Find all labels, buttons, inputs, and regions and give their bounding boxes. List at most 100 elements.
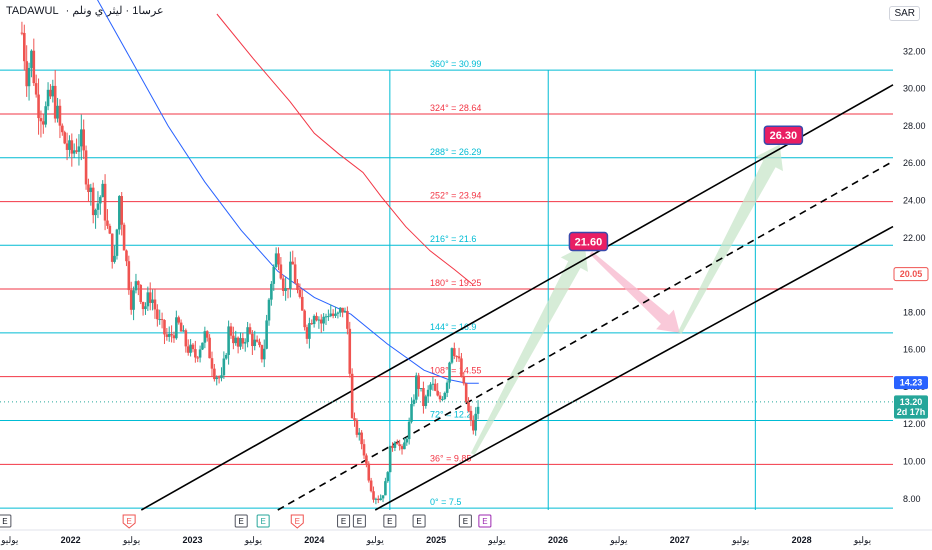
time-tick-label: يوليو [853,535,872,546]
time-tick-label: يوليو [244,535,263,546]
fib-level-label: 360° = 30.99 [430,59,481,69]
fib-level-label: 252° = 23.94 [430,191,481,201]
candle-body [241,338,245,344]
time-tick-label: 2028 [792,535,812,545]
event-marker-label: E [260,517,265,526]
price-tick-label: 28.00 [903,121,926,131]
currency-label[interactable]: SAR [889,6,920,21]
candle-body [156,309,159,320]
candle-body [338,307,342,313]
event-marker [122,514,136,529]
candle-body [44,106,47,125]
candle-body [379,498,382,501]
green-arrow [677,144,783,334]
candle-body [348,328,352,374]
time-tick-label: 2027 [670,535,690,545]
event-marker [256,514,270,528]
candle-body [191,344,195,350]
candle-body [108,225,112,234]
candle-body [68,140,71,150]
event-marker [478,514,492,528]
candle-body [443,392,447,400]
green-arrow [470,245,588,456]
candle-body [405,439,409,443]
candle-body [476,406,480,414]
candle-body [436,390,439,396]
event-marker [234,514,248,528]
event-marker-label: E [126,517,131,526]
candle-body [39,118,43,122]
candle-body [433,383,437,391]
time-tick-label: يوليو [0,535,19,546]
price-tag-box [894,395,928,409]
candle-body [63,132,66,144]
time-tick-label: يوليو [487,535,506,546]
event-marker [383,514,397,528]
time-tick-label: 2023 [182,535,202,545]
candle-body [274,253,278,267]
candle-body [298,289,302,297]
candle-body [289,261,292,289]
candle-body [322,316,325,324]
price-tag-box [893,267,929,282]
candle-body [262,348,266,360]
candle-body [153,299,157,310]
candle-body [103,183,107,221]
candle-body [248,327,252,334]
candle-body [329,313,333,317]
channel-lower-line [374,225,894,511]
candle-body [227,326,230,355]
candle-body [82,129,85,151]
price-tag-label: 14.23 [900,378,923,388]
candle-body [284,288,287,291]
price-tick-label: 10.00 [903,457,926,467]
time-tick-label: يوليو [122,535,141,546]
candle-body [369,480,373,492]
candle-body [215,377,219,380]
candle-body [96,203,100,210]
target-box [763,125,804,145]
price-tag-label: 13.20 [900,397,923,407]
event-marker-label: E [2,517,7,526]
candle-body [110,233,114,262]
candle-body [246,327,249,343]
candle-body [341,307,344,313]
time-tick-label: يوليو [731,535,750,546]
candle-body [70,140,74,154]
candle-body [127,261,131,291]
candle-body [132,290,135,310]
candle-body [336,312,340,314]
candle-body [417,375,420,389]
candle-body [400,446,404,450]
symbol-label[interactable]: TADAWUL [6,5,59,17]
candle-body [334,313,337,316]
candle-body [429,384,432,390]
candle-body [372,491,375,500]
candle-body [65,143,69,150]
candle-body [201,342,204,350]
candles [20,21,480,505]
time-axis[interactable]: يوليو 2022 يوليو 2023 يوليو 2024 يوليو 2025 يولي… [0,529,932,546]
channel-upper-line [140,84,894,511]
fib-level-label: 36° = 9.85 [430,453,471,463]
candle-body [77,146,81,152]
price-tag-label: 20.05 [900,269,923,279]
price-axis[interactable]: 8.0010.0012.0014.0016.0018.0020.0022.002… [0,46,929,504]
candle-body [120,196,124,225]
candle-body [184,330,188,347]
candle-body [253,339,257,347]
candle-body [398,444,401,447]
candle-body [144,306,147,310]
candle-body [80,129,83,147]
candle-body [61,125,64,133]
event-marker [458,514,472,528]
candle-body [303,310,306,328]
time-tick-label: 2022 [61,535,81,545]
candle-body [30,50,33,68]
candle-body [293,264,297,284]
ma-red-line [216,13,474,285]
candle-body [91,187,95,216]
candle-body [350,373,354,419]
price-tick-label: 12.00 [903,419,926,429]
